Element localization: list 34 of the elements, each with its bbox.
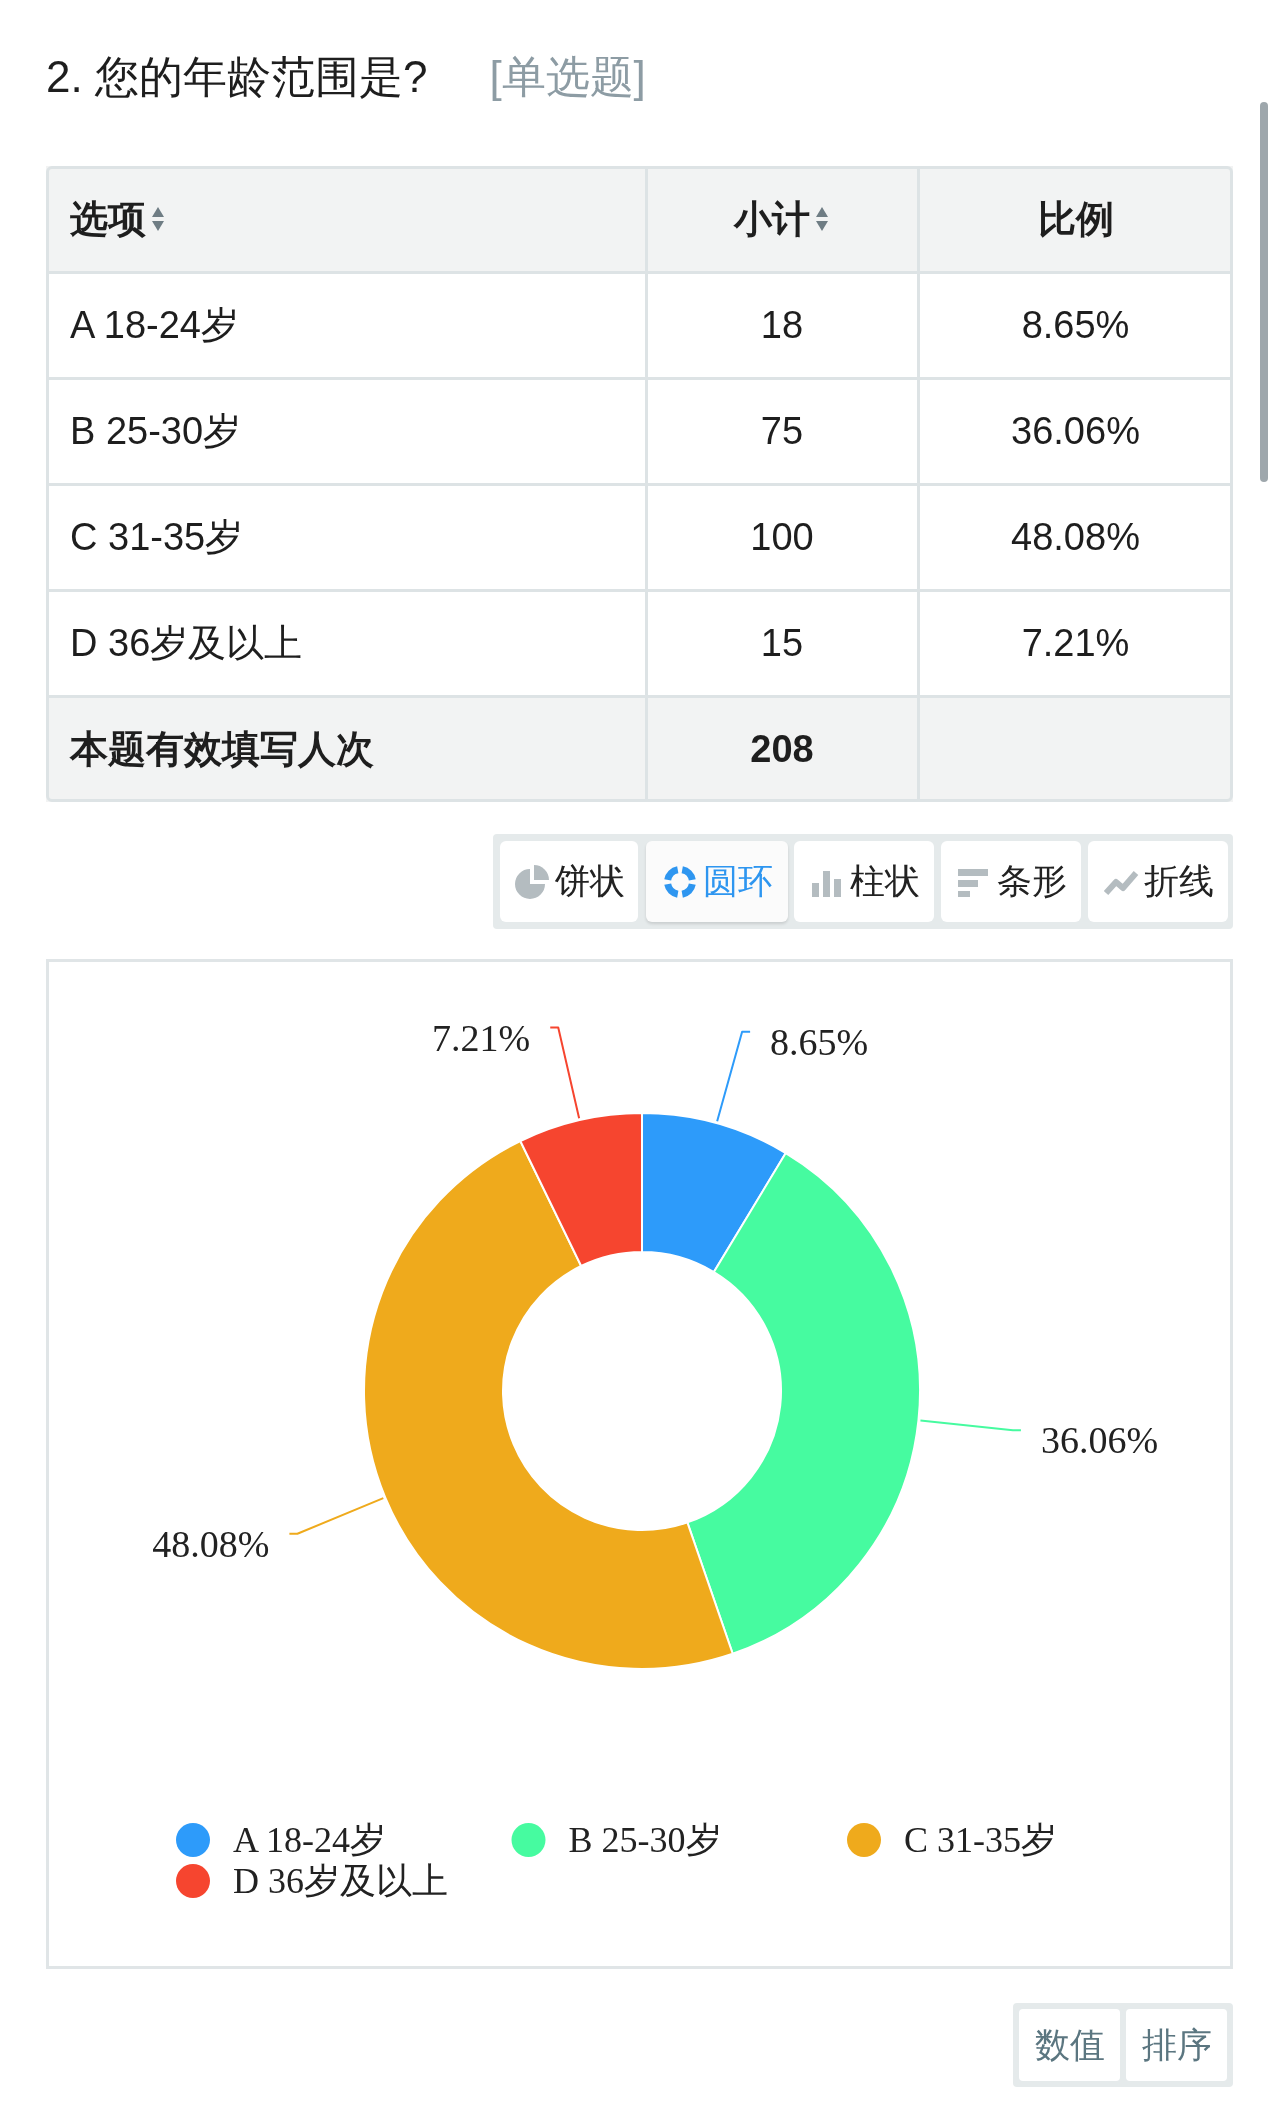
text: 8.65% bbox=[1021, 303, 1130, 346]
category-label: D 36岁及以上 bbox=[70, 621, 303, 664]
text: 选项 bbox=[70, 196, 146, 242]
legend-label: A 18-24岁 bbox=[233, 1820, 386, 1860]
text: 小计 bbox=[734, 196, 810, 242]
button: 柱状 bbox=[794, 841, 934, 922]
text: 比例 bbox=[1037, 196, 1114, 242]
button: 排序 bbox=[1126, 2009, 1227, 2081]
button: 条形 bbox=[941, 841, 1081, 922]
legend-label: C 31-35岁 bbox=[904, 1820, 1057, 1860]
text: 7.21% bbox=[1021, 621, 1130, 664]
data-label: 7.21% bbox=[432, 1016, 531, 1059]
data-label: 48.08% bbox=[152, 1522, 270, 1565]
text: 18 bbox=[760, 303, 804, 347]
data-label: 8.65% bbox=[770, 1020, 869, 1063]
button: 圆环 bbox=[646, 841, 788, 922]
button: 饼状 bbox=[500, 841, 638, 922]
legend-label: B 25-30岁 bbox=[568, 1820, 722, 1860]
chart-title: 2. 您的年龄范围是? bbox=[46, 50, 428, 103]
text: 48.08% bbox=[1011, 515, 1140, 558]
text: 75 bbox=[760, 409, 804, 453]
text: 208 bbox=[750, 727, 814, 771]
category-label: C 31-35岁 bbox=[70, 515, 244, 558]
button: 折线 bbox=[1088, 841, 1228, 922]
category-label: B 25-30岁 bbox=[70, 409, 242, 452]
text: 本题有效填写人次 bbox=[70, 726, 374, 772]
button: 数值 bbox=[1019, 2009, 1120, 2081]
chart-subtitle: [单选题] bbox=[489, 50, 646, 103]
text: 36.06% bbox=[1011, 409, 1140, 452]
text: 100 bbox=[750, 515, 814, 559]
category-label: A 18-24岁 bbox=[70, 303, 239, 346]
legend-label: D 36岁及以上 bbox=[233, 1861, 448, 1901]
data-label: 36.06% bbox=[1040, 1419, 1159, 1462]
text: 15 bbox=[760, 621, 804, 665]
